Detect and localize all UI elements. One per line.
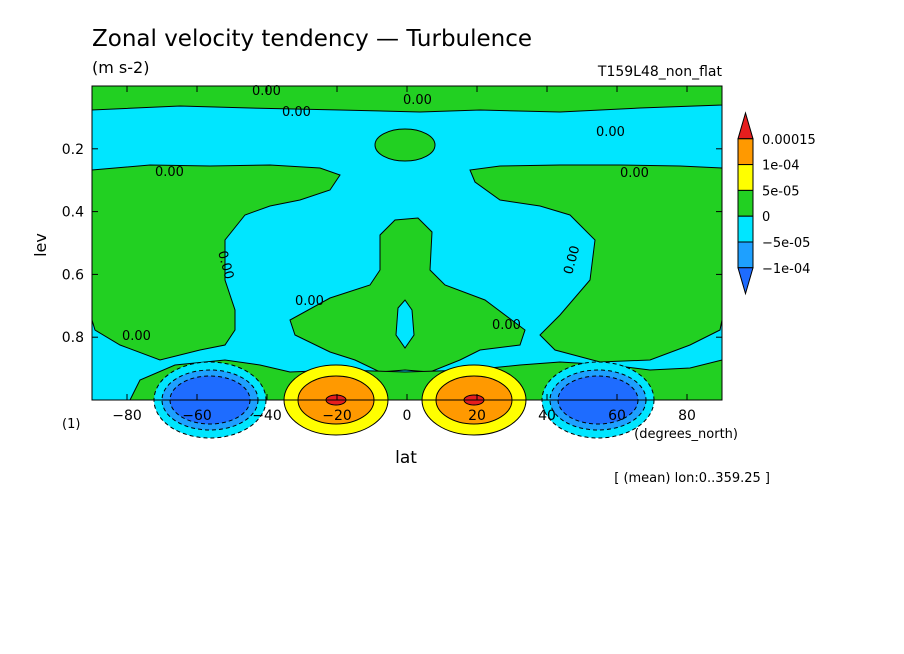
colorbar-swatch <box>737 241 754 269</box>
x-tick-label: 20 <box>468 408 486 424</box>
colorbar-swatch <box>737 138 754 166</box>
contour-label: 0.00 <box>295 294 324 309</box>
region-small-blob <box>374 128 436 162</box>
y-axis-units: (1) <box>62 417 80 432</box>
x-tick-label: −80 <box>112 408 142 424</box>
plot-area: 0.00 0.00 0.00 0.00 0.00 0.00 0.00 0.00 … <box>91 84 723 439</box>
colorbar-swatch <box>737 215 754 243</box>
contour-labels: 0.00 0.00 0.00 0.00 0.00 0.00 0.00 0.00 … <box>122 84 649 344</box>
colorbar-swatch <box>737 164 754 191</box>
x-tick-label: 80 <box>678 408 696 424</box>
x-tick-label: 60 <box>608 408 626 424</box>
colorbar-label: 1e-04 <box>762 159 800 174</box>
contour-label: 0.00 <box>620 166 649 181</box>
colorbar-swatch <box>737 111 754 140</box>
contour-label: 0.00 <box>122 329 151 344</box>
x-tick-label: 0 <box>403 408 412 424</box>
region-center-stem <box>289 217 526 373</box>
contour-label: 0.00 <box>282 105 311 120</box>
y-tick-label: 0.8 <box>62 330 84 346</box>
region-left-arm <box>91 164 341 361</box>
colorbar-label: −5e-05 <box>762 236 810 251</box>
x-tick-label: −40 <box>252 408 282 424</box>
subtitle-mean: [ (mean) lon:0..359.25 ] <box>614 471 770 486</box>
y-axis: 0.2 0.4 0.6 0.8 <box>62 142 722 346</box>
chart-title: Zonal velocity tendency — Turbulence <box>92 26 532 52</box>
x-axis: −80 −60 −40 −20 0 20 40 60 80 <box>112 86 696 424</box>
y-axis-label: lev <box>31 233 50 257</box>
colorbar: 0.00015 1e-04 5e-05 0 −5e-05 −1e-04 <box>737 111 816 296</box>
experiment-label: T159L48_non_flat <box>597 64 723 80</box>
chart-units: (m s-2) <box>92 58 149 77</box>
colorbar-swatch <box>737 189 754 217</box>
region-right-arm <box>469 164 723 363</box>
region-center-hole <box>395 299 415 349</box>
contour-label: 0.00 <box>403 93 432 108</box>
colorbar-label: 0.00015 <box>762 133 816 148</box>
x-axis-label: lat <box>395 448 417 468</box>
colorbar-label: −1e-04 <box>762 262 810 277</box>
contour-label: 0.00 <box>155 165 184 180</box>
contour-label: 0.00 <box>561 244 583 276</box>
y-tick-label: 0.6 <box>62 267 84 283</box>
colorbar-label: 5e-05 <box>762 184 800 199</box>
x-tick-label: −20 <box>322 408 352 424</box>
x-tick-label: −60 <box>182 408 212 424</box>
y-tick-label: 0.2 <box>62 142 84 158</box>
contour-label: 0.00 <box>492 318 521 333</box>
contour-label: 0.00 <box>214 249 236 281</box>
x-tick-label: 40 <box>538 408 556 424</box>
contour-label: 0.00 <box>252 84 281 99</box>
colorbar-label: 0 <box>762 210 770 225</box>
colorbar-swatch <box>737 267 754 296</box>
contour-label: 0.00 <box>596 125 625 140</box>
y-tick-label: 0.4 <box>62 205 84 221</box>
x-axis-units: (degrees_north) <box>634 427 738 442</box>
